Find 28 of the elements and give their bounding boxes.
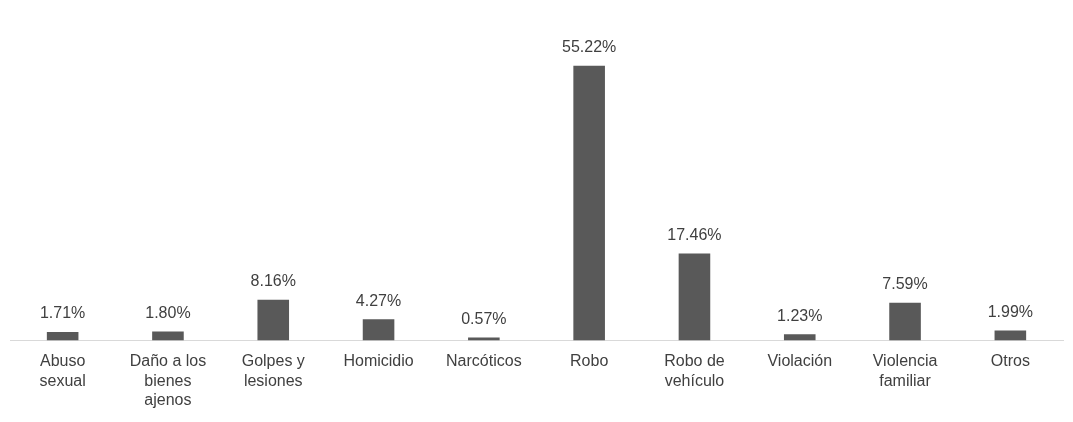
x-tick-label: Violencia familiar [872, 352, 938, 389]
data-label: 7.59% [882, 275, 928, 293]
bar [46, 331, 79, 341]
data-label: 1.80% [145, 303, 191, 321]
x-tick-label: Robo [570, 352, 609, 370]
data-label: 17.46% [667, 225, 722, 243]
bar [889, 302, 921, 341]
x-tick-label: Narcóticos [446, 352, 522, 370]
data-label: 1.23% [777, 306, 823, 324]
x-tick-label: Daño a los bienes ajenos [129, 352, 207, 408]
data-label: 55.22% [562, 38, 617, 56]
bar [152, 331, 184, 341]
x-tick-label: Robo de vehículo [664, 352, 725, 389]
x-tick-label: Otros [990, 352, 1030, 370]
bar [573, 65, 605, 341]
bar [257, 299, 290, 341]
bar [783, 334, 816, 341]
bar [678, 253, 711, 341]
data-label: 8.16% [250, 272, 296, 290]
x-tick-label: Homicidio [343, 352, 414, 370]
x-tick-label: Golpes y lesiones [241, 352, 305, 389]
x-tick-label: Violación [767, 352, 833, 370]
x-tick-label: Abuso sexual [39, 352, 86, 389]
data-label: 1.99% [987, 302, 1034, 320]
bar [362, 319, 395, 341]
data-label: 1.71% [39, 304, 86, 322]
data-label: 0.57% [461, 309, 507, 327]
data-label: 4.27% [355, 291, 402, 309]
